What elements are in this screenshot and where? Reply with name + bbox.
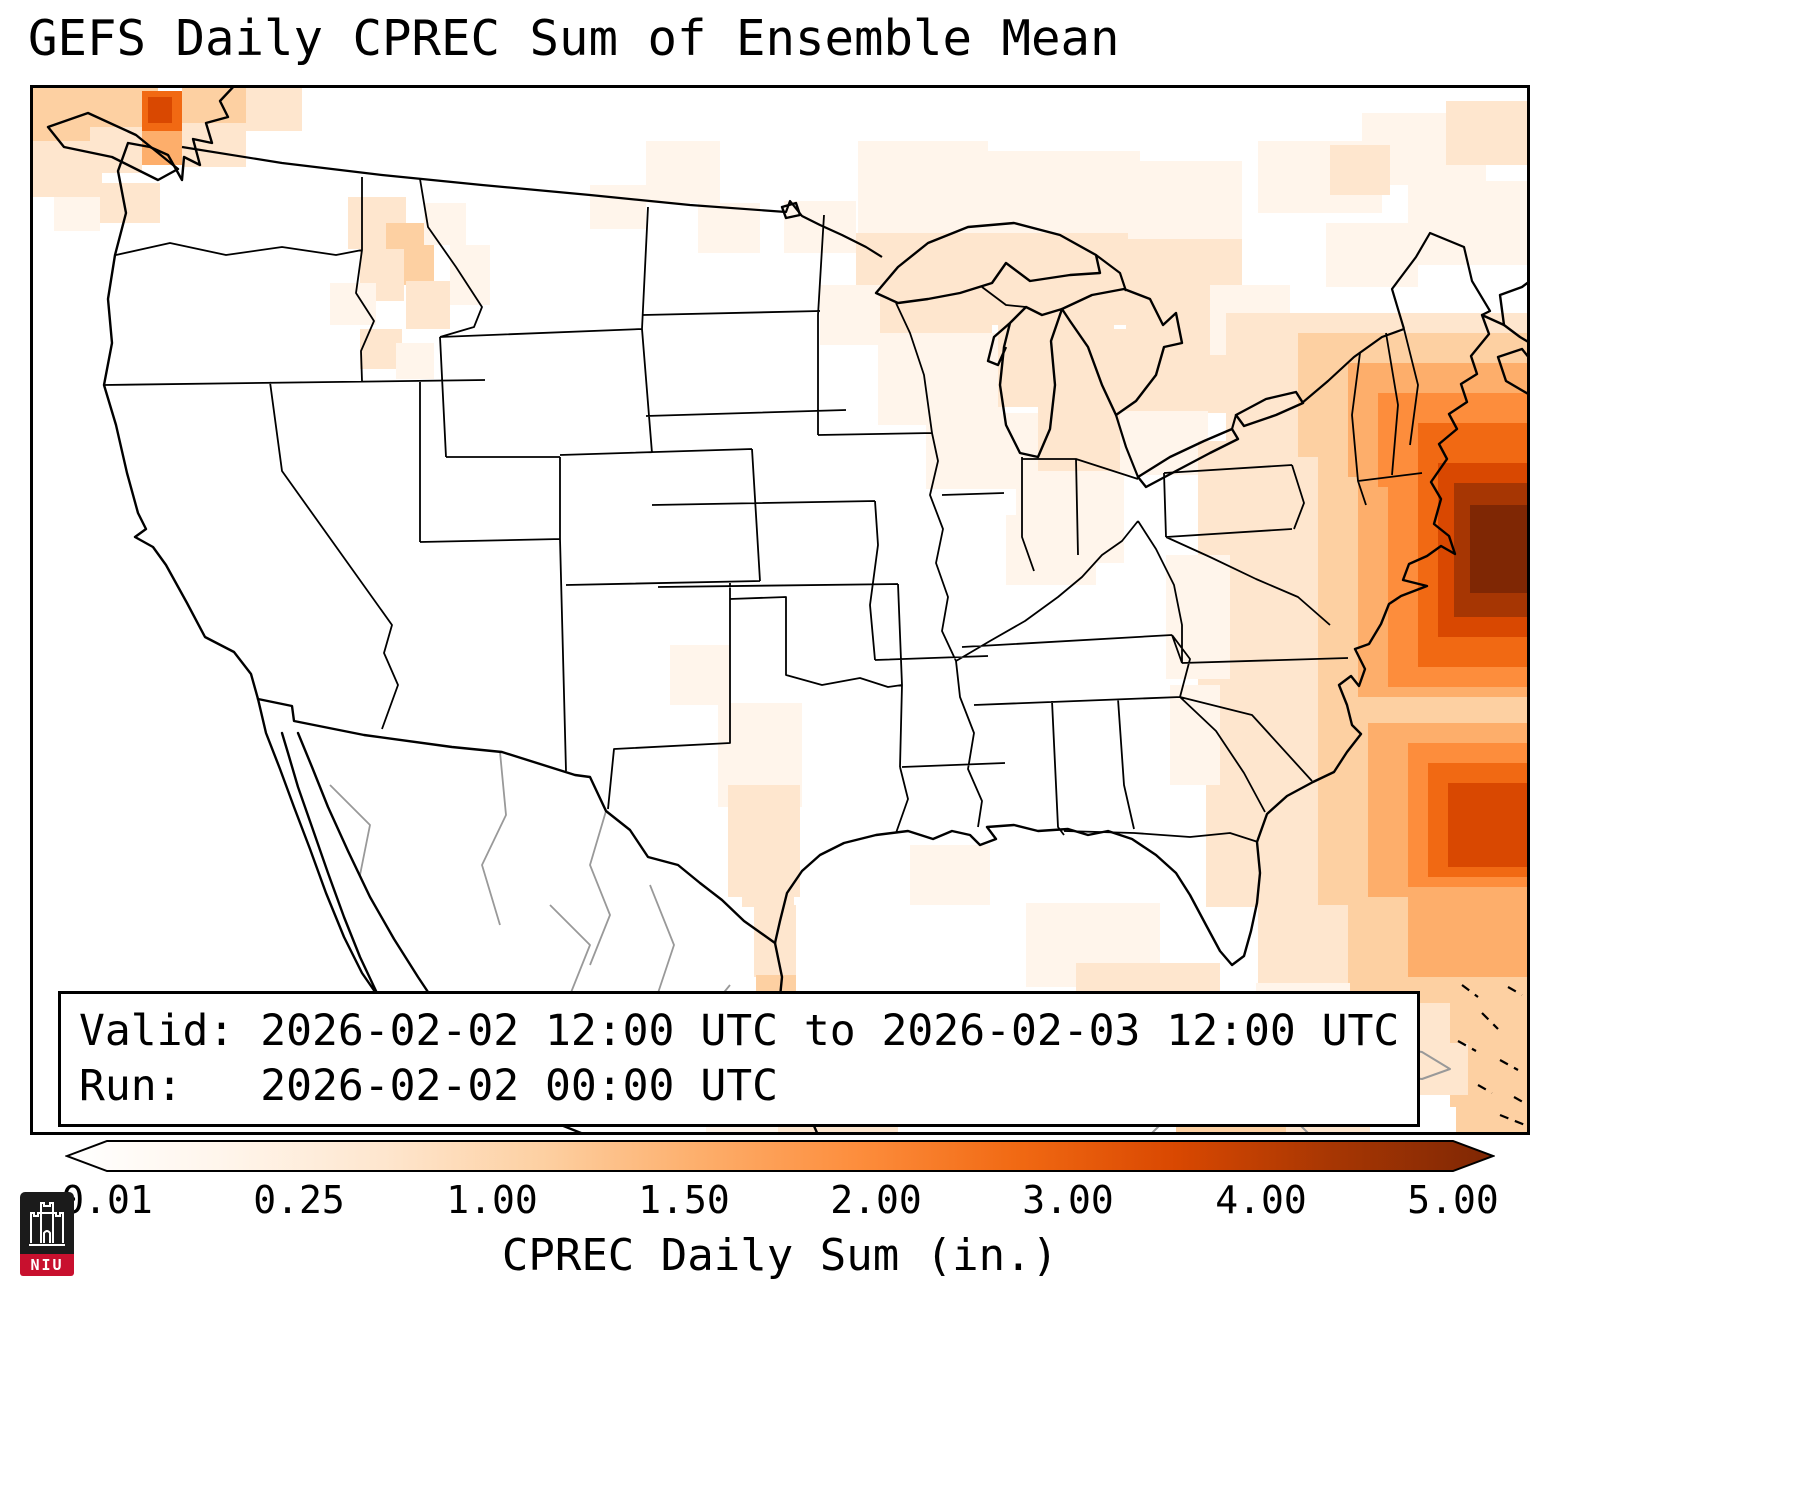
great-lakes: [780, 201, 1305, 489]
west-coast: [102, 85, 260, 701]
niu-castle-icon: [20, 1192, 74, 1254]
colorbar-gradient-bar: [64, 1140, 1496, 1172]
valid-time-text: Valid: 2026-02-02 12:00 UTC to 2026-02-0…: [79, 1006, 1400, 1056]
map-frame-border: [30, 85, 1530, 1135]
state-borders: [103, 177, 1423, 843]
us-precip-map: [30, 85, 1530, 1135]
tick-label: 3.00: [1022, 1178, 1114, 1222]
colorbar-ticks: 0.01 0.25 1.00 1.50 2.00 3.00 4.00 5.00: [61, 1178, 1499, 1222]
canada-border: [181, 145, 1492, 478]
lake-huron: [1060, 287, 1184, 417]
colorbar-axis-label: CPREC Daily Sum (in.): [501, 1230, 1059, 1281]
tick-label: 1.00: [446, 1178, 538, 1222]
page-title: GEFS Daily CPREC Sum of Ensemble Mean: [28, 10, 1120, 67]
colorbar: [64, 1139, 1496, 1173]
niu-logo: NIU: [20, 1192, 74, 1276]
maritime-canada: [1496, 323, 1530, 397]
gulf-atlantic-coast: [773, 279, 1530, 967]
lake-superior: [874, 221, 1102, 305]
tick-label: 0.01: [61, 1178, 153, 1222]
niu-logo-banner: NIU: [20, 1254, 74, 1276]
lake-erie: [1136, 427, 1240, 489]
mexico-interior-borders: [329, 751, 731, 1086]
baja-california: [256, 697, 390, 1011]
tick-label: 5.00: [1407, 1178, 1499, 1222]
us-mexico-border: [256, 697, 777, 945]
lake-ontario: [1234, 390, 1305, 428]
tick-label: 1.50: [638, 1178, 730, 1222]
caribbean-islands: [1457, 984, 1530, 1129]
run-time-text: Run: 2026-02-02 00:00 UTC: [79, 1061, 778, 1112]
tick-label: 0.25: [253, 1178, 345, 1222]
tick-label: 2.00: [830, 1178, 922, 1222]
vancouver-island: [46, 111, 180, 182]
tick-label: 4.00: [1215, 1178, 1307, 1222]
precip-shading: [30, 85, 1530, 1135]
valid-run-info-box: Valid: 2026-02-02 12:00 UTC to 2026-02-0…: [58, 991, 1421, 1128]
lake-of-the-woods: [780, 201, 802, 220]
